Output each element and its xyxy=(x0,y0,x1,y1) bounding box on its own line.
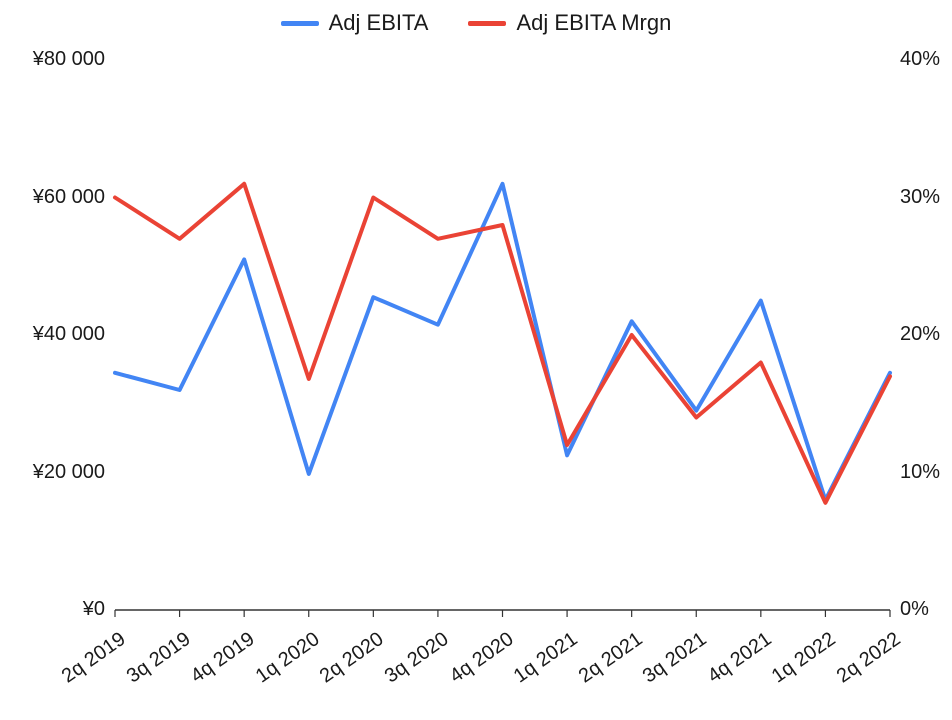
plot-svg xyxy=(0,0,952,720)
y-right-tick-label: 40% xyxy=(900,48,952,71)
y-left-tick-label: ¥0 xyxy=(5,598,105,621)
y-right-tick-label: 0% xyxy=(900,598,952,621)
y-right-tick-label: 20% xyxy=(900,323,952,346)
y-left-tick-label: ¥20 000 xyxy=(5,461,105,484)
y-right-tick-label: 10% xyxy=(900,461,952,484)
chart-root: Adj EBITA Adj EBITA Mrgn ¥0¥20 000¥40 00… xyxy=(0,0,952,720)
y-left-tick-label: ¥80 000 xyxy=(5,48,105,71)
y-left-tick-label: ¥60 000 xyxy=(5,186,105,209)
y-left-tick-label: ¥40 000 xyxy=(5,323,105,346)
y-right-tick-label: 30% xyxy=(900,186,952,209)
